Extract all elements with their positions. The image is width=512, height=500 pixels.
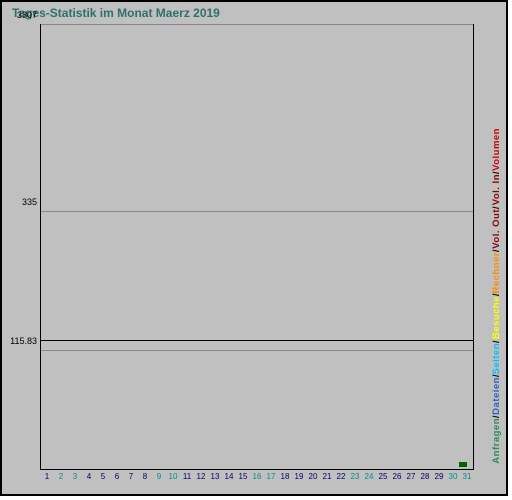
y-tick: 115.83 [5,336,37,346]
legend-label: Seiten [491,343,502,375]
x-label: 6 [110,472,124,481]
x-label: 13 [208,472,222,481]
x-label: 9 [152,472,166,481]
legend-label: Rechner [491,252,502,294]
x-label: 19 [292,472,306,481]
legend-sep: / [491,340,502,343]
x-label: 27 [404,472,418,481]
y-tick: 3307 [5,10,37,20]
legend-sep: / [491,249,502,252]
x-label: 12 [194,472,208,481]
x-label: 21 [320,472,334,481]
x-label: 8 [138,472,152,481]
legend-label: Vol. In [491,174,502,205]
y-tick: 335 [5,197,37,207]
x-label: 11 [180,472,194,481]
plot-area: 3307335115.83 [40,24,474,470]
x-label: 16 [250,472,264,481]
x-label: 29 [432,472,446,481]
x-label: 26 [390,472,404,481]
legend-label: Dateien [491,377,502,415]
x-label: 28 [418,472,432,481]
legend-sep: / [491,206,502,209]
x-axis: 1234567891011121314151617181920212223242… [40,472,474,481]
legend-label: Anfragen [491,418,502,464]
x-label: 22 [334,472,348,481]
chart-title: Tages-Statistik im Monat Maerz 2019 [12,6,220,20]
panel-2: 115.83 [40,340,474,470]
legend-sep: / [491,415,502,418]
x-label: 14 [222,472,236,481]
x-label: 10 [166,472,180,481]
x-label: 20 [306,472,320,481]
panel-1: 335 [40,211,474,340]
x-label: 18 [278,472,292,481]
legend-label: Vol. Out [491,209,502,249]
legend-sep: / [491,293,502,296]
x-label: 17 [264,472,278,481]
x-label: 2 [54,472,68,481]
x-label: 30 [446,472,460,481]
x-label: 24 [362,472,376,481]
legend-label: Volumen [491,128,502,171]
x-label: 25 [376,472,390,481]
marker [459,462,467,467]
x-label: 1 [40,472,54,481]
x-label: 23 [348,472,362,481]
chart-frame: Tages-Statistik im Monat Maerz 2019 3307… [0,0,508,496]
x-label: 7 [124,472,138,481]
x-label: 3 [68,472,82,481]
legend-vertical: Anfragen / Dateien / Seiten / Besuche / … [489,24,503,464]
legend-sep: / [491,171,502,174]
legend-label: Besuche [491,296,502,339]
x-label: 31 [460,472,474,481]
x-label: 5 [96,472,110,481]
legend-sep: / [491,374,502,377]
x-label: 4 [82,472,96,481]
panel-0: 3307 [40,24,474,211]
x-label: 15 [236,472,250,481]
